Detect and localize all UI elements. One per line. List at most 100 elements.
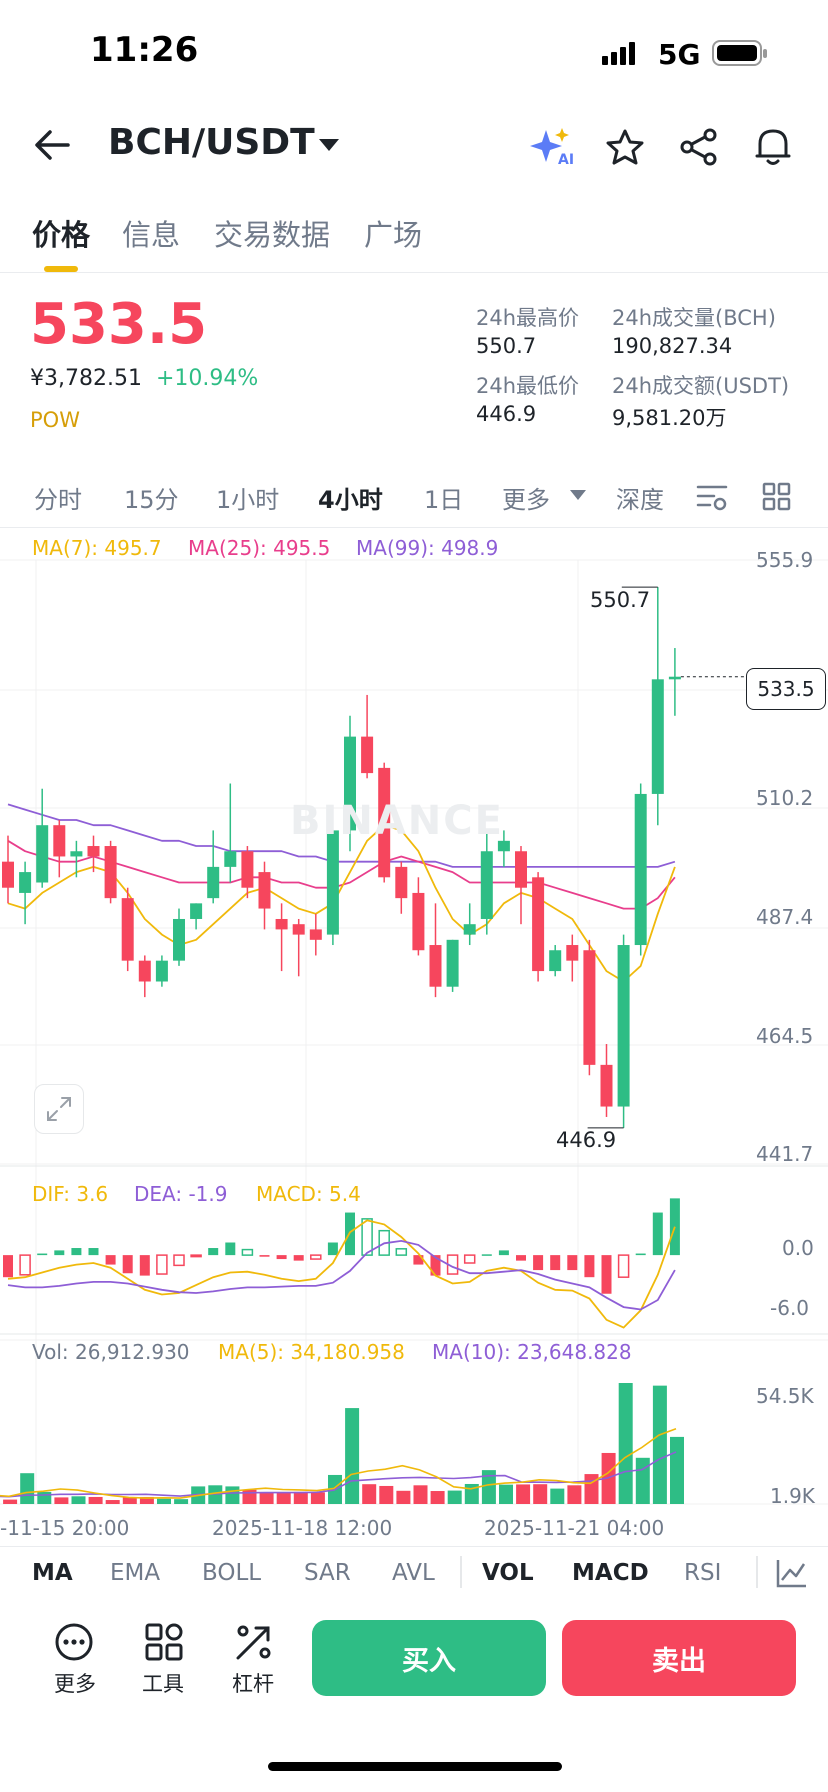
indicator-settings-icon[interactable]: [696, 484, 728, 512]
back-arrow-icon[interactable]: [34, 128, 72, 162]
more-label[interactable]: 更多: [54, 1672, 96, 1696]
tools-icon[interactable]: [144, 1622, 184, 1662]
volume-bar: [20, 1473, 35, 1504]
tab-square[interactable]: 广场: [364, 218, 423, 252]
candle-body: [583, 950, 596, 1065]
vol-ma5-line: [0, 1428, 677, 1499]
ai-sparkle-icon[interactable]: AI: [530, 126, 574, 168]
indicator-ema[interactable]: EMA: [110, 1560, 161, 1586]
macd-bar: [430, 1255, 441, 1276]
candle-body: [446, 939, 459, 987]
sell-button[interactable]: 卖出: [562, 1620, 796, 1696]
pair-title[interactable]: BCH/USDT: [108, 122, 315, 163]
price-axis-label: 487.4: [756, 905, 814, 929]
volume-bar: [533, 1484, 548, 1504]
volume-bar: [54, 1497, 69, 1504]
interval-4h[interactable]: 4小时: [318, 486, 383, 514]
time-axis-label: -11-15 20:00: [0, 1516, 130, 1540]
volume-bar: [105, 1500, 120, 1504]
volume-bar: [71, 1496, 86, 1504]
candle-body: [361, 736, 374, 774]
candle-body: [429, 945, 442, 987]
indicator-sar[interactable]: SAR: [304, 1560, 351, 1586]
star-icon[interactable]: [606, 128, 644, 166]
candlestick-chart[interactable]: [0, 530, 828, 1530]
interval-more[interactable]: 更多: [502, 486, 550, 514]
share-icon[interactable]: [680, 128, 718, 166]
dropdown-caret-icon[interactable]: [318, 138, 340, 152]
macd-axis-label: 0.0: [782, 1236, 814, 1260]
indicator-rsi[interactable]: RSI: [684, 1560, 722, 1586]
active-tab-indicator: [44, 266, 78, 272]
buy-button[interactable]: 买入: [312, 1620, 546, 1696]
tag-pow[interactable]: POW: [30, 408, 80, 432]
interval-1h[interactable]: 1小时: [216, 486, 280, 514]
home-indicator: [268, 1762, 562, 1771]
leverage-label[interactable]: 杠杆: [232, 1672, 274, 1696]
more-caret-icon[interactable]: [570, 490, 586, 500]
interval-time[interactable]: 分时: [34, 486, 82, 514]
candle-body: [155, 960, 168, 982]
vol-legend: Vol: 26,912.930: [32, 1340, 190, 1364]
interval-1d[interactable]: 1日: [424, 486, 464, 514]
macd-bar: [327, 1242, 338, 1256]
tab-info[interactable]: 信息: [122, 218, 181, 252]
ma7-legend: MA(7): 495.7: [32, 536, 162, 560]
indicator-ma[interactable]: MA: [32, 1560, 73, 1586]
volume-bar: [345, 1408, 360, 1504]
binance-watermark: BINANCE: [290, 798, 504, 844]
macd-bar: [498, 1250, 509, 1256]
tab-price[interactable]: 价格: [32, 218, 91, 252]
candle-body: [87, 846, 100, 857]
layout-grid-icon[interactable]: [762, 482, 792, 512]
macd-bar: [567, 1255, 578, 1271]
macd-bar: [71, 1248, 82, 1256]
candle-body: [617, 945, 630, 1107]
candle-body: [53, 825, 66, 857]
tab-trading-data[interactable]: 交易数据: [214, 218, 331, 252]
bell-icon[interactable]: [754, 126, 792, 166]
macd-bar: [241, 1248, 254, 1256]
volume-bar: [447, 1490, 462, 1504]
last-price: 533.5: [30, 292, 208, 357]
indicator-boll[interactable]: BOLL: [202, 1560, 262, 1586]
change-percent: +10.94%: [156, 366, 259, 391]
expand-chart-button[interactable]: [34, 1084, 84, 1134]
ma99-legend: MA(99): 498.9: [356, 536, 499, 560]
volume-bar: [37, 1491, 52, 1504]
indicator-vol[interactable]: VOL: [482, 1560, 534, 1586]
dif-legend: DIF: 3.6: [32, 1182, 109, 1206]
macd-bar: [635, 1253, 646, 1256]
indicator-chart-icon[interactable]: [776, 1558, 808, 1588]
macd-bar: [550, 1255, 561, 1271]
candle-body: [497, 840, 510, 852]
macd-axis-label: -6.0: [770, 1296, 810, 1320]
more-icon[interactable]: [54, 1622, 94, 1662]
status-time: 11:26: [90, 30, 199, 70]
volume-bar: [430, 1491, 445, 1504]
leverage-icon[interactable]: [234, 1622, 274, 1662]
candle-body: [515, 851, 527, 888]
depth-tab[interactable]: 深度: [616, 486, 664, 514]
candle-body: [634, 793, 647, 946]
volume-bar: [276, 1492, 291, 1504]
macd-bar: [516, 1255, 526, 1261]
candle-body: [19, 872, 32, 893]
svg-text:AI: AI: [558, 152, 574, 168]
macd-bar: [481, 1254, 492, 1256]
macd-bar: [88, 1248, 99, 1256]
ma25-legend: MA(25): 495.5: [188, 536, 331, 560]
tools-label[interactable]: 工具: [142, 1672, 184, 1696]
candle-body: [566, 945, 579, 961]
indicator-avl[interactable]: AVL: [392, 1560, 435, 1586]
high-label: 24h最高价: [476, 306, 580, 330]
cny-price: ¥3,782.51: [30, 366, 142, 391]
interval-15m[interactable]: 15分: [124, 486, 179, 514]
macd-bar: [105, 1255, 116, 1265]
indicator-macd[interactable]: MACD: [572, 1560, 649, 1586]
candle-body: [309, 929, 322, 940]
candle-body: [292, 924, 305, 935]
macd-bar: [3, 1255, 13, 1278]
candle-body: [395, 866, 408, 899]
candle-body: [326, 830, 339, 935]
